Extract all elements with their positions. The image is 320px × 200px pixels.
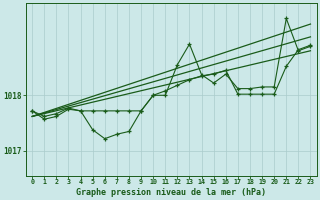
X-axis label: Graphe pression niveau de la mer (hPa): Graphe pression niveau de la mer (hPa) <box>76 188 266 197</box>
